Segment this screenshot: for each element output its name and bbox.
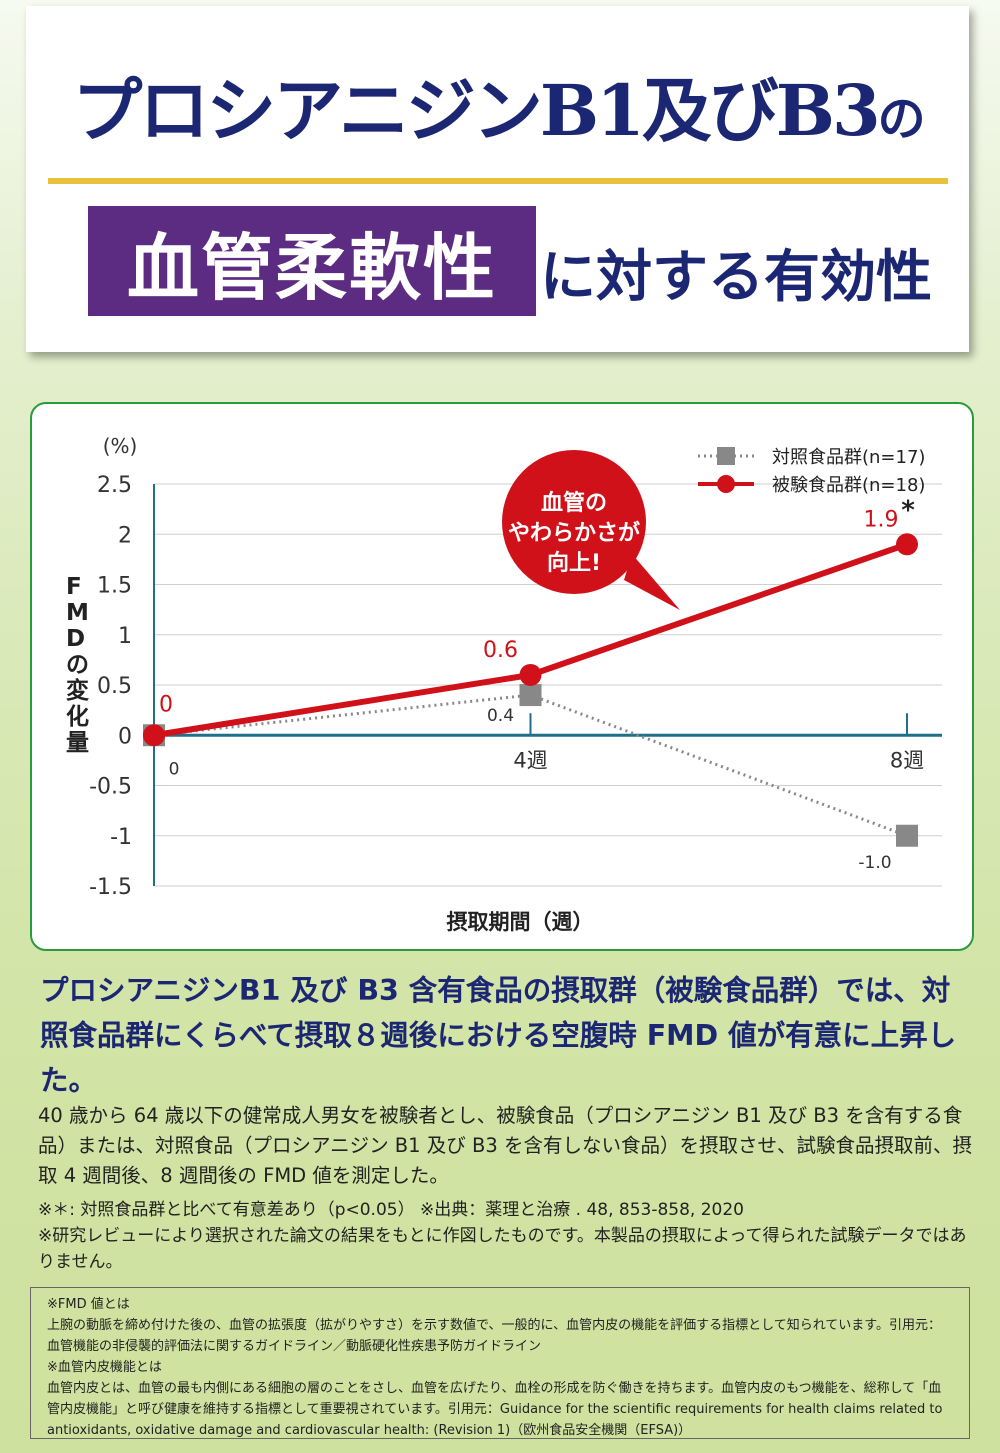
- y-tick-label: -0.5: [89, 775, 132, 800]
- callout-circle: [502, 450, 646, 594]
- endothelium-definition: 血管内皮とは、血管の最も内側にある細胞の層のことをさし、血管を広げたり、血栓の形…: [47, 1381, 943, 1438]
- legend-test-label: 被験食品群(n=18): [772, 475, 925, 496]
- test-point: [519, 663, 542, 686]
- fmd-definition: 上腕の動脈を締め付けた後の、血管の拡張度（拡がりやすさ）を示す数値で、一般的に、…: [47, 1318, 942, 1354]
- x-tick-label: 4週: [513, 748, 547, 772]
- fmd-heading: ※FMD 値とは: [47, 1297, 130, 1312]
- legend-test-marker: [717, 475, 735, 493]
- y-tick-label: 0.5: [97, 674, 132, 699]
- significance-mark: *: [901, 495, 915, 525]
- title-particle: の: [877, 91, 926, 147]
- y-tick-label: 1: [118, 624, 132, 649]
- legend: 対照食品群(n=17) 被験食品群(n=18): [698, 447, 925, 496]
- test-data-label: 0: [159, 692, 173, 717]
- callout-tail: [624, 554, 680, 610]
- footnotes: ※＊: 対照食品群と比べて有意差あり（p<0.05） ※出典：薬理と治療 . 4…: [38, 1197, 973, 1275]
- y-axis-label: F M D の変化量: [66, 574, 89, 756]
- y-tick-labels: 2.5 2 1.5 1 0.5 0 -0.5 -1 -1.5: [89, 473, 132, 900]
- y-tick-label: -1: [110, 825, 132, 850]
- highlight-badge: 血管柔軟性: [88, 206, 536, 316]
- test-data-label: 0.6: [483, 638, 518, 663]
- title-main: プロシアニジンB1及びB3: [72, 69, 880, 152]
- gold-divider: [48, 178, 948, 184]
- header-subtitle: に対する有効性: [540, 244, 932, 310]
- callout-text: 血管の: [541, 490, 607, 516]
- y-unit-label: (%): [103, 434, 138, 458]
- y-tick-label: -1.5: [89, 875, 132, 900]
- legend-control-marker: [717, 447, 735, 465]
- y-tick-label: 2.5: [97, 473, 132, 498]
- endothelium-heading: ※血管内皮機能とは: [47, 1360, 162, 1375]
- x-axis-label: 摂取期間（週）: [447, 910, 594, 934]
- study-description: 40 歳から 64 歳以下の健常成人男女を被験者とし、被験食品（プロシアニジン …: [38, 1104, 972, 1187]
- control-point: [896, 824, 918, 847]
- y-tick-label: 0: [118, 724, 132, 749]
- y-tick-label: 1.5: [97, 574, 132, 599]
- y-tick-label: 2: [118, 523, 132, 548]
- test-point: [143, 724, 165, 747]
- header-panel: プロシアニジンB1及びB3の 血管柔軟性 に対する有効性: [26, 6, 969, 352]
- axes: [153, 484, 942, 886]
- fmd-line-chart: 2.5 2 1.5 1 0.5 0 -0.5 -1 -1.5 0 4週 8週 (%) F M D の変化量…: [66, 434, 942, 934]
- x-tick-label: 0: [169, 759, 180, 779]
- test-point: [896, 533, 918, 556]
- test-data-label: 1.9: [864, 507, 899, 532]
- chart-panel: 2.5 2 1.5 1 0.5 0 -0.5 -1 -1.5 0 4週 8週 (%) F M D の変化量…: [30, 402, 974, 951]
- result-summary: プロシアニジンB1 及び B3 含有食品の摂取群（被験食品群）では、対照食品群に…: [40, 974, 957, 1097]
- control-data-label: -1.0: [858, 853, 891, 873]
- x-tick-label: 8週: [890, 748, 924, 772]
- callout-text: やわらかさが: [508, 520, 640, 546]
- control-point: [519, 684, 542, 707]
- series: 0.4 -1.0 0 0.6 1.9 *: [143, 495, 918, 873]
- legend-control-label: 対照食品群(n=17): [772, 447, 925, 468]
- x-tick-labels: 0 4週 8週: [169, 748, 925, 779]
- footnote-significance: ※＊: 対照食品群と比べて有意差あり（p<0.05） ※出典：薬理と治療 . 4…: [38, 1200, 744, 1220]
- header-title: プロシアニジンB1及びB3の: [26, 76, 969, 146]
- footnote-disclaimer: ※研究レビューにより選択された論文の結果をもとに作図したものです。本製品の摂取に…: [38, 1226, 967, 1272]
- control-data-label: 0.4: [487, 706, 514, 726]
- callout-text: 向上!: [547, 550, 601, 576]
- definitions-box: ※FMD 値とは 上腕の動脈を締め付けた後の、血管の拡張度（拡がりやすさ）を示す…: [30, 1287, 970, 1439]
